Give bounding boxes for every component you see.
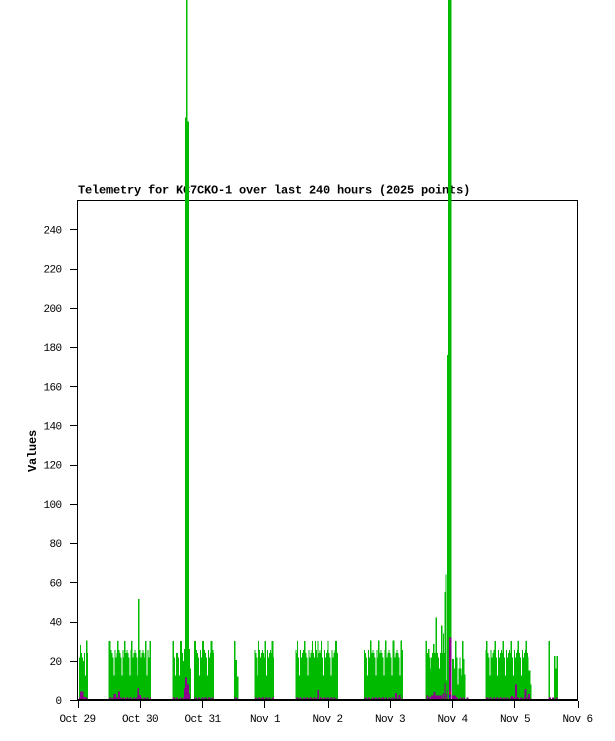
svg-text:100: 100	[43, 500, 61, 512]
svg-text:20: 20	[49, 657, 61, 669]
svg-text:160: 160	[43, 382, 61, 394]
svg-text:120: 120	[43, 461, 61, 473]
svg-text:Nov 5: Nov 5	[500, 714, 530, 726]
svg-text:Nov 1: Nov 1	[250, 714, 281, 726]
svg-text:Oct 31: Oct 31	[184, 714, 221, 726]
svg-text:60: 60	[49, 578, 61, 590]
svg-text:200: 200	[43, 304, 61, 316]
svg-text:40: 40	[49, 618, 61, 630]
svg-text:80: 80	[49, 539, 61, 551]
svg-text:Oct 30: Oct 30	[122, 714, 158, 726]
svg-text:Nov 3: Nov 3	[375, 714, 405, 726]
svg-text:140: 140	[43, 422, 61, 434]
svg-text:Nov 6: Nov 6	[562, 714, 592, 726]
svg-text:220: 220	[43, 265, 61, 277]
svg-text:240: 240	[43, 225, 61, 237]
svg-text:Oct 29: Oct 29	[59, 714, 95, 726]
svg-text:Nov 4: Nov 4	[437, 714, 468, 726]
svg-text:Nov 2: Nov 2	[312, 714, 342, 726]
svg-text:180: 180	[43, 343, 61, 355]
svg-text:0: 0	[55, 696, 61, 708]
svg-text:Telemetry for KC7CKO-1 over la: Telemetry for KC7CKO-1 over last 240 hou…	[78, 184, 470, 198]
svg-text:Values: Values	[26, 430, 40, 472]
